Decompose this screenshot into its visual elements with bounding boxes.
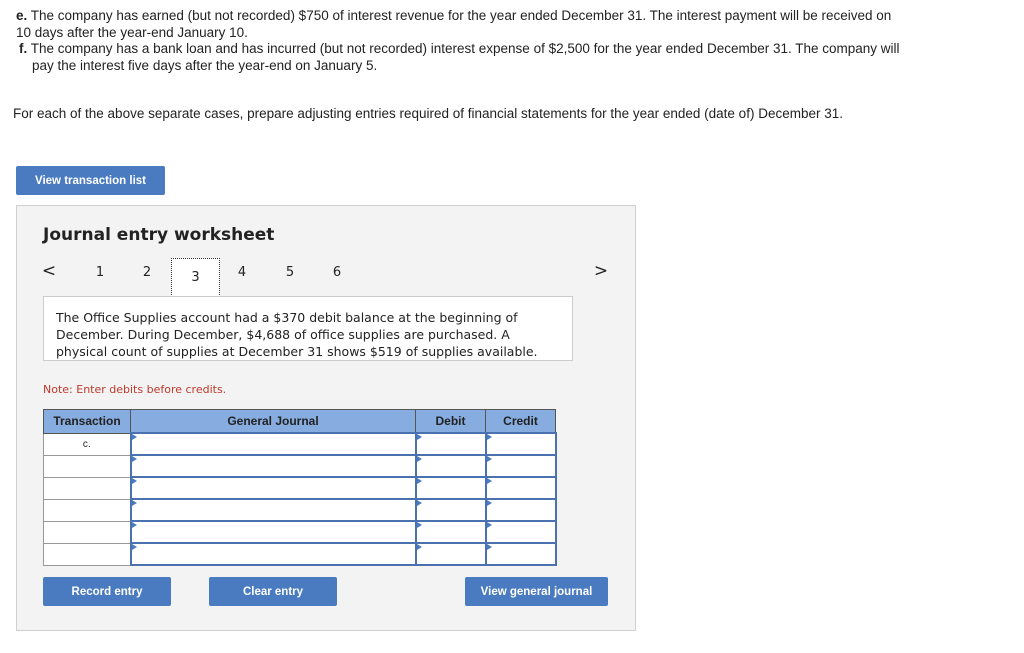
account-input[interactable]: [129, 432, 417, 456]
table-row: c.: [43, 432, 557, 456]
account-input[interactable]: [129, 498, 417, 522]
table-row: [43, 520, 557, 544]
credit-input[interactable]: [484, 454, 557, 478]
credit-input[interactable]: [484, 542, 557, 566]
problem-item-e: e. The company has earned (but not recor…: [16, 8, 892, 40]
page-5[interactable]: 5: [285, 265, 295, 280]
chevron-left-icon[interactable]: <: [41, 261, 57, 281]
record-entry-button[interactable]: Record entry: [43, 577, 171, 606]
transaction-description: The Office Supplies account had a $370 d…: [43, 296, 573, 361]
col-credit: Credit: [485, 409, 556, 434]
page-2[interactable]: 2: [142, 265, 152, 280]
debit-input[interactable]: [414, 520, 487, 544]
chevron-right-icon[interactable]: >: [593, 261, 609, 281]
credit-input[interactable]: [484, 476, 557, 500]
account-input[interactable]: [129, 542, 417, 566]
credit-input[interactable]: [484, 520, 557, 544]
transaction-cell: [43, 454, 131, 478]
table-row: [43, 542, 557, 566]
journal-entry-worksheet: Journal entry worksheet < 1 2 3 4 5 6 > …: [16, 205, 636, 631]
page-6[interactable]: 6: [332, 265, 342, 280]
journal-table: Transaction General Journal Debit Credit…: [43, 409, 557, 566]
note: Note: Enter debits before credits.: [43, 383, 227, 396]
instruction: For each of the above separate cases, pr…: [13, 106, 843, 121]
page-4[interactable]: 4: [237, 265, 247, 280]
worksheet-title: Journal entry worksheet: [43, 225, 275, 245]
account-input[interactable]: [129, 454, 417, 478]
debit-input[interactable]: [414, 432, 487, 456]
table-row: [43, 454, 557, 478]
transaction-cell: [43, 476, 131, 500]
col-transaction: Transaction: [43, 409, 131, 434]
transaction-cell: c.: [43, 432, 131, 456]
debit-input[interactable]: [414, 454, 487, 478]
transaction-cell: [43, 498, 131, 522]
account-input[interactable]: [129, 476, 417, 500]
view-general-journal-button[interactable]: View general journal: [465, 577, 608, 606]
problem-item-f: f. The company has a bank loan and has i…: [19, 41, 900, 73]
account-input[interactable]: [129, 520, 417, 544]
debit-input[interactable]: [414, 498, 487, 522]
view-transaction-list-button[interactable]: View transaction list: [16, 166, 165, 195]
credit-input[interactable]: [484, 432, 557, 456]
table-row: [43, 498, 557, 522]
page-1[interactable]: 1: [95, 265, 105, 280]
debit-input[interactable]: [414, 542, 487, 566]
transaction-cell: [43, 520, 131, 544]
col-general-journal: General Journal: [130, 409, 416, 434]
debit-input[interactable]: [414, 476, 487, 500]
table-row: [43, 476, 557, 500]
clear-entry-button[interactable]: Clear entry: [209, 577, 337, 606]
transaction-cell: [43, 542, 131, 566]
page-3[interactable]: 3: [171, 258, 220, 297]
credit-input[interactable]: [484, 498, 557, 522]
col-debit: Debit: [415, 409, 486, 434]
